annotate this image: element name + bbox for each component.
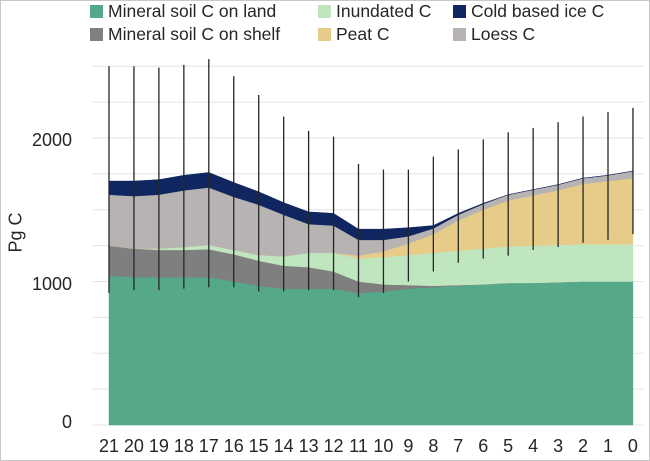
legend-item-mineral-soil-land: Mineral soil C on land	[90, 1, 276, 21]
x-tick-label: 19	[148, 436, 169, 456]
area-series-mineral-soil-c-on-land	[108, 275, 634, 426]
x-tick-label: 18	[173, 436, 194, 456]
x-tick-label: 3	[553, 436, 564, 456]
area-series-cold-based-ice-c	[108, 170, 633, 241]
error-bars	[108, 59, 634, 298]
legend-swatch-loess	[453, 27, 466, 41]
x-tick-label: 15	[248, 436, 269, 456]
legend-swatch-inundated	[318, 4, 331, 18]
legend-item-mineral-soil-shelf: Mineral soil C on shelf	[90, 24, 280, 44]
x-tick-label: 21	[98, 436, 120, 456]
x-tick-label: 9	[403, 436, 414, 456]
x-tick-label: 12	[323, 436, 344, 456]
legend-item-inundated: Inundated C	[318, 1, 431, 21]
y-axis-label: Pg C	[5, 212, 26, 253]
legend-swatch-mineral-soil-shelf	[90, 27, 103, 41]
legend-item-loess: Loess C	[453, 24, 535, 44]
stacked-areas	[108, 170, 634, 426]
legend-label-mineral-soil-land: Mineral soil C on land	[108, 0, 277, 21]
legend-swatch-mineral-soil-land	[90, 4, 103, 18]
x-tick-label: 13	[298, 436, 319, 456]
x-tick-label: 1	[602, 436, 613, 456]
x-tick-label: 8	[428, 436, 439, 456]
legend-item-cold-based-ice: Cold based ice C	[453, 1, 604, 21]
x-tick-label: 0	[627, 436, 638, 456]
legend-label-peat: Peat C	[336, 23, 390, 44]
x-tick-label: 17	[198, 436, 219, 456]
x-tick-label: 4	[528, 436, 539, 456]
legend-label-loess: Loess C	[471, 23, 536, 44]
legend-item-peat: Peat C	[318, 24, 390, 44]
x-tick-label: 2	[578, 436, 589, 456]
legend-label-mineral-soil-shelf: Mineral soil C on shelf	[108, 23, 281, 44]
legend: Mineral soil C on land Inundated C Cold …	[90, 1, 650, 45]
x-tick-label: 10	[373, 436, 394, 456]
legend-label-inundated: Inundated C	[336, 0, 432, 21]
x-tick-label: 20	[123, 436, 144, 456]
legend-label-cold-based-ice: Cold based ice C	[471, 0, 605, 21]
legend-swatch-peat	[318, 27, 331, 41]
x-tick-label: 7	[453, 436, 464, 456]
x-tick-label: 11	[349, 436, 368, 456]
y-tick-label: 1000	[31, 274, 72, 294]
x-tick-label: 6	[478, 436, 489, 456]
x-tick-label: 16	[223, 436, 244, 456]
y-tick-label: 2000	[31, 130, 72, 150]
x-tick-label: 5	[503, 436, 514, 456]
y-tick-label: 0	[61, 412, 72, 432]
legend-swatch-cold-based-ice	[453, 4, 466, 18]
x-tick-label: 14	[273, 436, 294, 456]
